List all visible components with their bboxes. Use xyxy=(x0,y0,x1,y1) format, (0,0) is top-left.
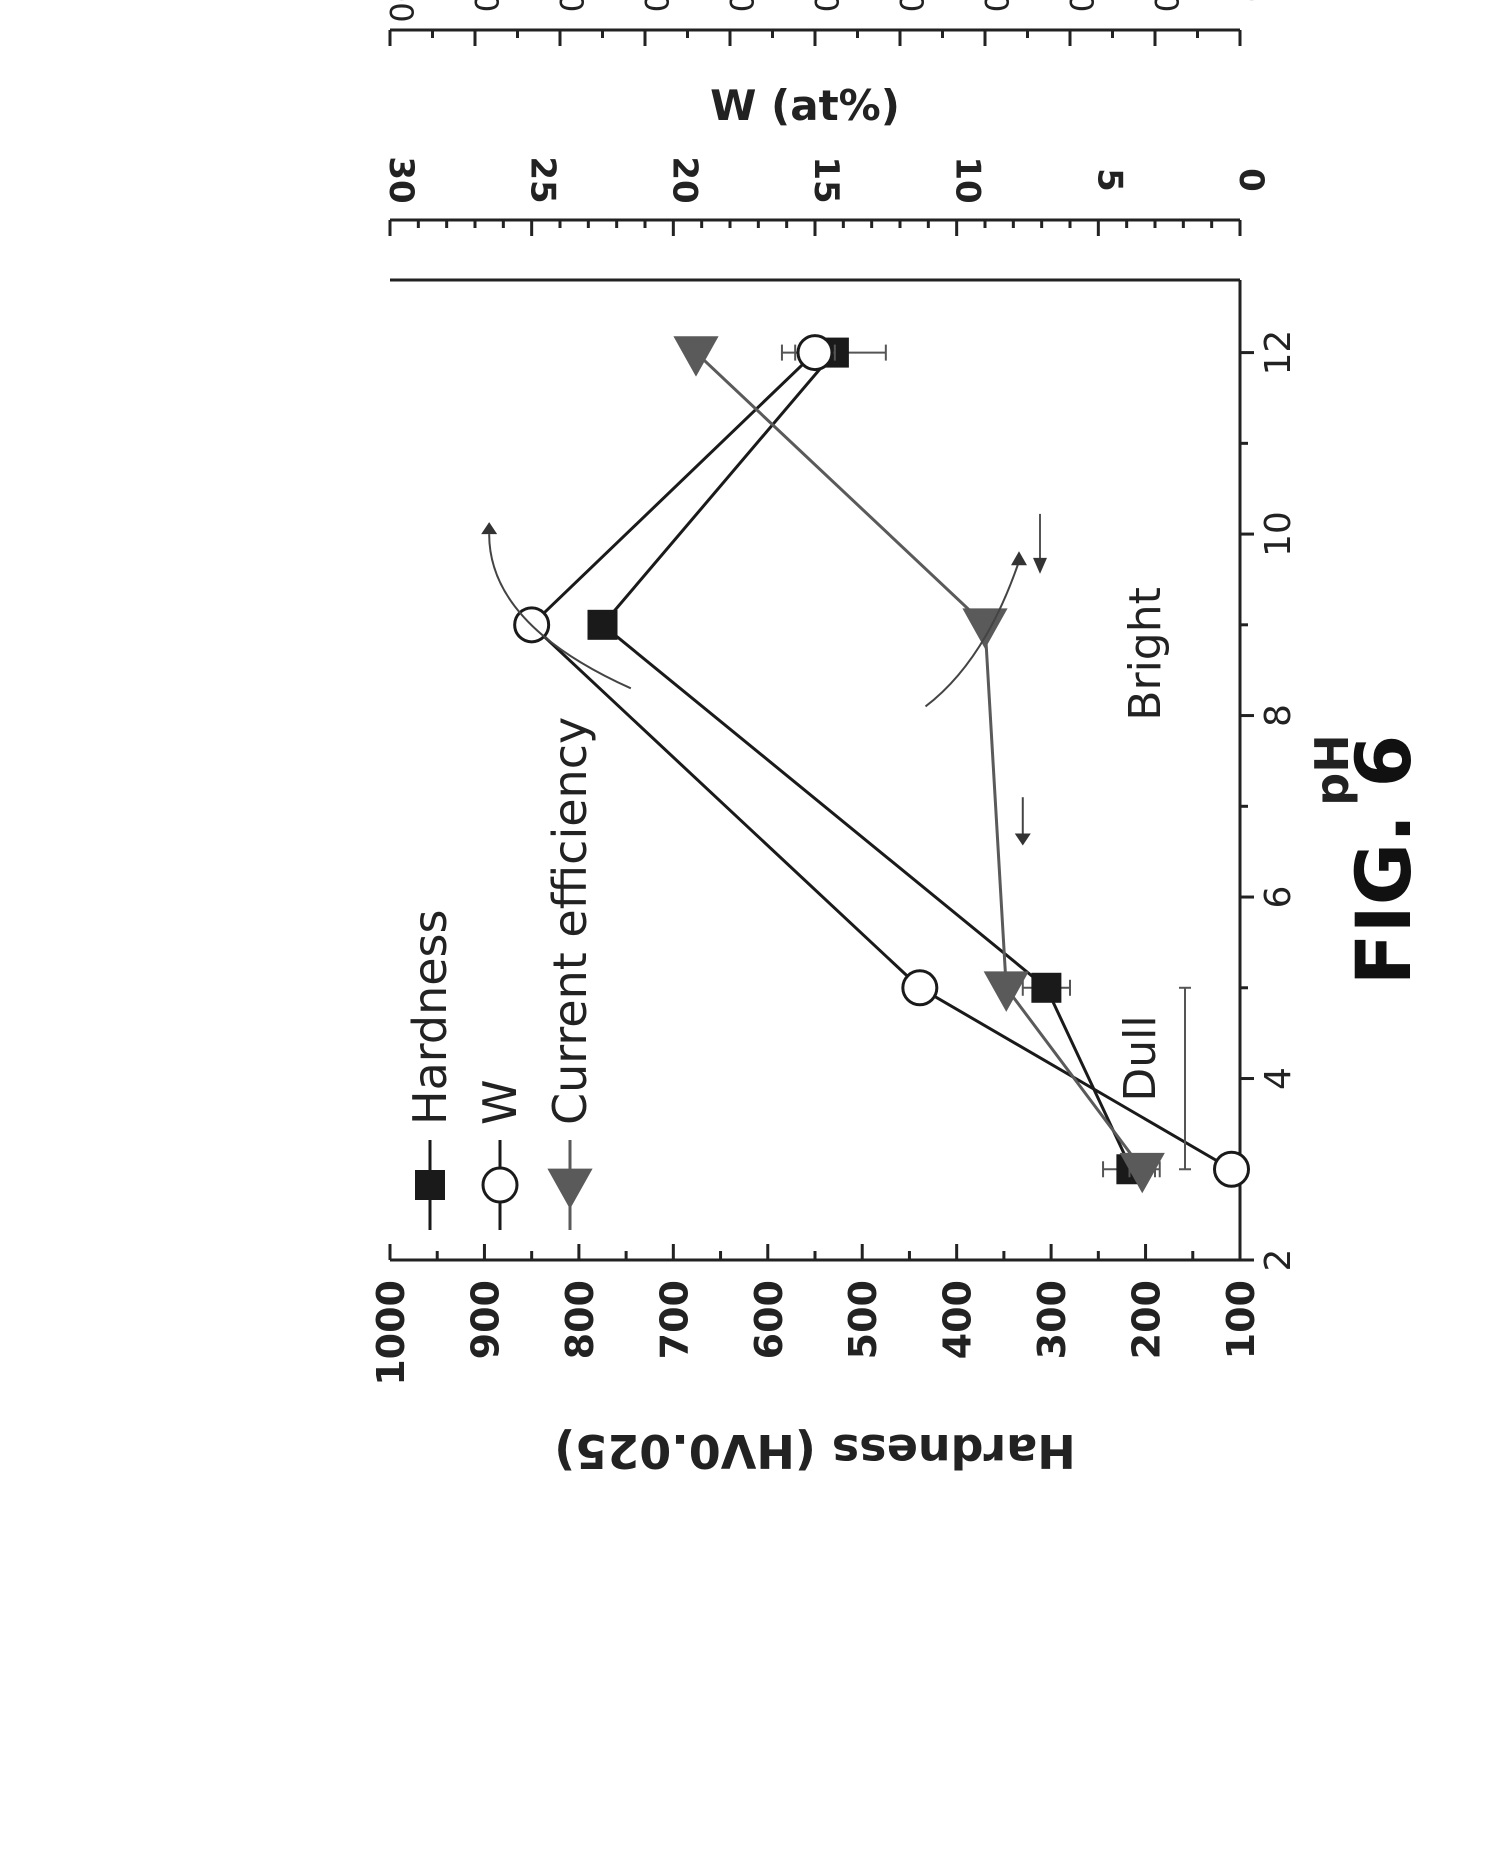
legend: Hardness W Current efficiency xyxy=(403,717,597,1230)
w-axis-pointer xyxy=(488,534,632,690)
ce-tick-label: 70 xyxy=(637,0,675,12)
hardness-tick-label: 300 xyxy=(1030,1280,1074,1359)
ce-axis-pointer-head xyxy=(1011,551,1027,566)
x-tick-label: 12 xyxy=(1258,330,1299,376)
ce-axis-pointer xyxy=(924,560,1020,708)
hardness-tick-label: 100 xyxy=(1219,1280,1263,1359)
series-point-triangle xyxy=(962,608,1008,649)
w-tick-label: 0 xyxy=(1231,168,1271,192)
ce-tick-label: 50 xyxy=(807,0,845,12)
series-line-current-efficiency xyxy=(694,351,1144,1171)
x-tick-label: 4 xyxy=(1258,1067,1299,1090)
ce-tick-label: 20 xyxy=(1062,0,1100,12)
hardness-tick-label: 1000 xyxy=(369,1280,413,1386)
ce-tick-label: 40 xyxy=(892,0,930,12)
legend-label: W xyxy=(473,1080,527,1125)
legend-label: Current efficiency xyxy=(543,717,597,1125)
hardness-axis-pointer-head xyxy=(1014,833,1031,846)
w-tick-label: 30 xyxy=(381,156,421,203)
series-point-square xyxy=(415,1170,445,1200)
hardness-axis-label: Hardness (HV0.025) xyxy=(554,1424,1076,1478)
w-tick-label: 25 xyxy=(523,156,563,203)
hardness-tick-label: 200 xyxy=(1125,1280,1169,1359)
series-point-square xyxy=(587,609,618,640)
dull-label: Dull xyxy=(1115,1015,1166,1101)
series-layer xyxy=(513,334,1250,1194)
hardness-tick-label: 400 xyxy=(936,1280,980,1359)
ce-tick-label: 80 xyxy=(552,0,590,12)
series-point-circle xyxy=(481,1166,519,1204)
annotation-layer: Dull Bright xyxy=(481,513,1191,1171)
series-point-circle xyxy=(901,969,939,1007)
w-axis-label: W (at%) xyxy=(710,81,900,130)
series-point-triangle xyxy=(983,971,1029,1012)
bright-label: Bright xyxy=(1120,587,1171,721)
hardness-tick-label: 600 xyxy=(747,1280,791,1359)
w-tick-label: 15 xyxy=(806,156,846,203)
x-axis-label: pH xyxy=(1305,734,1359,805)
w-tick-label: 5 xyxy=(1089,168,1129,192)
ce-tick-label: 60 xyxy=(722,0,760,12)
figure-label: FIG. 6 xyxy=(1339,735,1428,986)
ce-tick-label: 100 xyxy=(382,0,420,23)
series-point-triangle xyxy=(547,1168,593,1210)
series-point-square xyxy=(1031,972,1062,1003)
hardness-tick-label: 700 xyxy=(652,1280,696,1359)
hardness-tick-label: 500 xyxy=(841,1280,885,1359)
bright-pointer-head xyxy=(1033,557,1047,574)
ce-tick-label: 90 xyxy=(467,0,505,12)
ce-tick-label: 0 xyxy=(1232,0,1270,2)
series-point-circle xyxy=(796,334,834,372)
x-tick-label: 8 xyxy=(1258,704,1299,727)
series-point-triangle xyxy=(673,336,719,377)
series-line-hardness xyxy=(600,351,1133,1170)
ce-tick-label: 30 xyxy=(977,0,1015,12)
ce-tick-label: 10 xyxy=(1147,0,1185,12)
axes-layer: 24681012pH100200300400500600700800900100… xyxy=(369,0,1359,1478)
series-point-triangle xyxy=(1119,1152,1165,1194)
w-axis-pointer-head xyxy=(481,522,498,535)
legend-label: Hardness xyxy=(403,910,457,1125)
series-point-circle xyxy=(1213,1150,1250,1188)
hardness-tick-label: 900 xyxy=(463,1280,507,1359)
x-tick-label: 6 xyxy=(1258,886,1299,909)
hardness-tick-label: 800 xyxy=(558,1280,602,1359)
w-tick-label: 10 xyxy=(948,156,988,203)
w-tick-label: 20 xyxy=(664,156,704,203)
x-tick-label: 2 xyxy=(1258,1249,1299,1272)
rotated-plot: 24681012pH100200300400500600700800900100… xyxy=(369,0,1359,1478)
x-tick-label: 10 xyxy=(1258,511,1299,557)
